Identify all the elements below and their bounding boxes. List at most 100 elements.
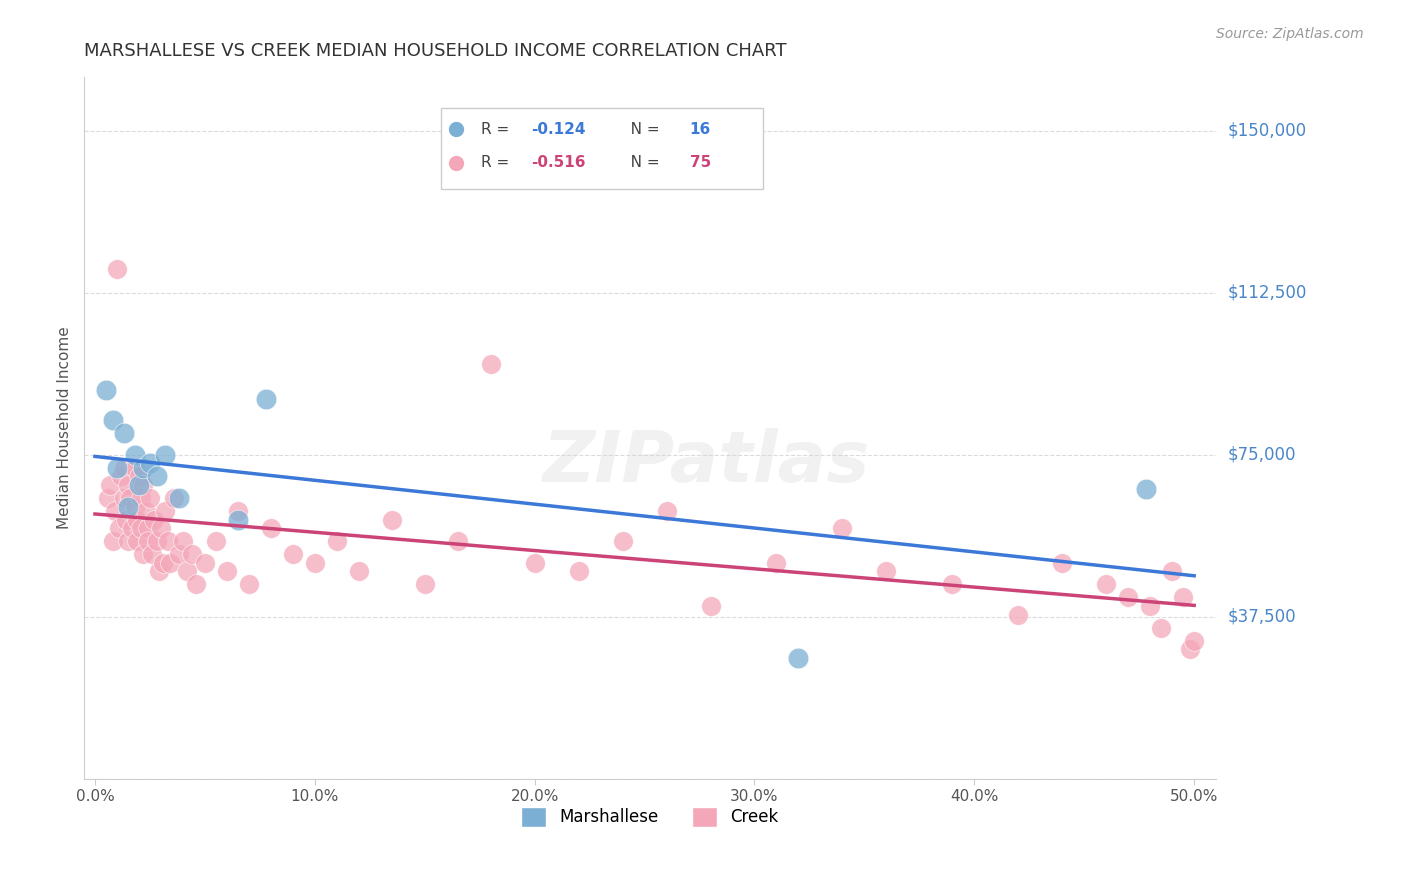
Point bbox=[226, 504, 249, 518]
Point bbox=[172, 534, 194, 549]
Point bbox=[215, 565, 238, 579]
Point bbox=[194, 556, 217, 570]
Point bbox=[110, 469, 132, 483]
Point bbox=[326, 534, 349, 549]
Point bbox=[98, 478, 121, 492]
Point bbox=[941, 577, 963, 591]
Text: 75: 75 bbox=[690, 155, 711, 170]
Text: N =: N = bbox=[616, 155, 665, 170]
Point bbox=[135, 504, 157, 518]
Point bbox=[117, 534, 139, 549]
Point bbox=[155, 448, 177, 462]
Text: $150,000: $150,000 bbox=[1227, 121, 1306, 140]
Point bbox=[112, 491, 135, 505]
Point bbox=[128, 469, 150, 483]
Point bbox=[1139, 599, 1161, 613]
Point bbox=[152, 556, 174, 570]
Point bbox=[136, 521, 159, 535]
Point bbox=[124, 448, 146, 462]
Point bbox=[143, 513, 166, 527]
Point bbox=[117, 478, 139, 492]
Point bbox=[281, 547, 304, 561]
Point bbox=[256, 392, 278, 406]
Point bbox=[94, 383, 117, 397]
Point bbox=[1178, 642, 1201, 657]
Point bbox=[167, 491, 190, 505]
Point bbox=[101, 413, 124, 427]
Text: $112,500: $112,500 bbox=[1227, 284, 1306, 301]
Point bbox=[129, 521, 152, 535]
Point bbox=[347, 565, 370, 579]
Point bbox=[141, 547, 163, 561]
Point bbox=[101, 534, 124, 549]
Point bbox=[128, 478, 150, 492]
Point bbox=[447, 534, 470, 549]
Point bbox=[114, 513, 136, 527]
Point bbox=[413, 577, 436, 591]
Point bbox=[612, 534, 634, 549]
Point bbox=[156, 534, 179, 549]
Point bbox=[1173, 591, 1195, 605]
Point bbox=[121, 521, 143, 535]
FancyBboxPatch shape bbox=[440, 108, 763, 189]
Point bbox=[1135, 483, 1157, 497]
Point bbox=[117, 500, 139, 514]
Point bbox=[765, 556, 787, 570]
Text: R =: R = bbox=[481, 122, 515, 136]
Point bbox=[132, 460, 155, 475]
Point bbox=[184, 577, 207, 591]
Point bbox=[124, 500, 146, 514]
Point bbox=[148, 565, 170, 579]
Point bbox=[176, 565, 198, 579]
Point bbox=[105, 261, 128, 276]
Point bbox=[132, 478, 155, 492]
Point bbox=[1007, 607, 1029, 622]
Text: 16: 16 bbox=[690, 122, 711, 136]
Point bbox=[112, 426, 135, 441]
Point bbox=[139, 491, 162, 505]
Point bbox=[568, 565, 591, 579]
Point bbox=[1182, 633, 1205, 648]
Point bbox=[479, 357, 502, 371]
Point bbox=[1095, 577, 1118, 591]
Point bbox=[1161, 565, 1184, 579]
Point bbox=[1116, 591, 1139, 605]
Point bbox=[124, 460, 146, 475]
Point bbox=[132, 547, 155, 561]
Point bbox=[149, 521, 172, 535]
Point bbox=[112, 460, 135, 475]
Point bbox=[97, 491, 120, 505]
Point bbox=[145, 534, 167, 549]
Text: -0.124: -0.124 bbox=[531, 122, 586, 136]
Point bbox=[167, 547, 190, 561]
Point bbox=[105, 460, 128, 475]
Text: Source: ZipAtlas.com: Source: ZipAtlas.com bbox=[1216, 27, 1364, 41]
Point bbox=[787, 651, 810, 665]
Point bbox=[145, 469, 167, 483]
Point bbox=[108, 521, 131, 535]
Point bbox=[139, 457, 162, 471]
Text: ZIPatlas: ZIPatlas bbox=[543, 428, 870, 498]
Text: MARSHALLESE VS CREEK MEDIAN HOUSEHOLD INCOME CORRELATION CHART: MARSHALLESE VS CREEK MEDIAN HOUSEHOLD IN… bbox=[84, 42, 786, 60]
Point bbox=[120, 491, 142, 505]
Point bbox=[129, 491, 152, 505]
Text: N =: N = bbox=[616, 122, 665, 136]
Point bbox=[104, 504, 127, 518]
Point bbox=[238, 577, 260, 591]
Y-axis label: Median Household Income: Median Household Income bbox=[58, 326, 72, 529]
Point bbox=[125, 534, 148, 549]
Point bbox=[523, 556, 546, 570]
Point bbox=[875, 565, 897, 579]
Point bbox=[655, 504, 678, 518]
Point bbox=[1052, 556, 1074, 570]
Point bbox=[260, 521, 283, 535]
Point bbox=[180, 547, 202, 561]
Point bbox=[163, 491, 186, 505]
Point bbox=[159, 556, 181, 570]
Text: -0.516: -0.516 bbox=[531, 155, 586, 170]
Point bbox=[136, 534, 159, 549]
Point bbox=[1150, 621, 1173, 635]
Point bbox=[831, 521, 853, 535]
Point bbox=[125, 513, 148, 527]
Point bbox=[304, 556, 326, 570]
